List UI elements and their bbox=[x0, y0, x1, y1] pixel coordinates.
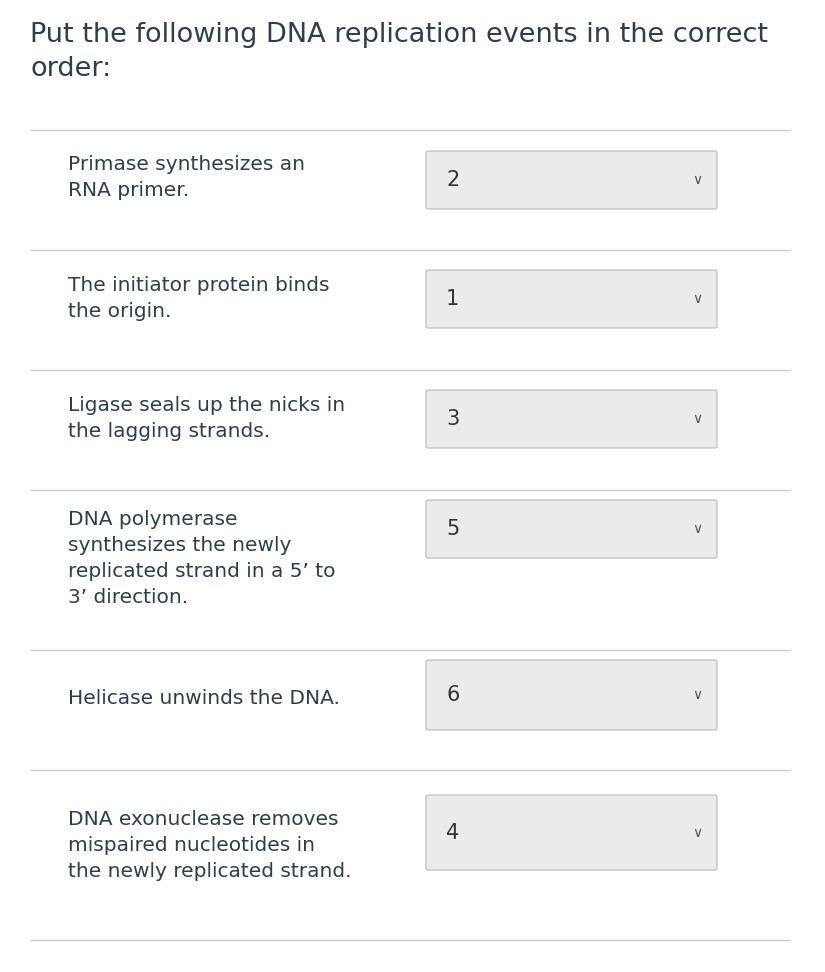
Text: 5: 5 bbox=[446, 519, 460, 539]
Text: ∨: ∨ bbox=[692, 292, 702, 306]
Text: 4: 4 bbox=[446, 822, 460, 843]
FancyBboxPatch shape bbox=[426, 151, 717, 209]
Text: Helicase unwinds the DNA.: Helicase unwinds the DNA. bbox=[68, 688, 340, 708]
Text: the lagging strands.: the lagging strands. bbox=[68, 422, 270, 440]
Text: DNA polymerase: DNA polymerase bbox=[68, 509, 238, 529]
Text: ∨: ∨ bbox=[692, 522, 702, 536]
Text: Put the following DNA replication events in the correct: Put the following DNA replication events… bbox=[30, 22, 768, 48]
Text: mispaired nucleotides in: mispaired nucleotides in bbox=[68, 836, 315, 854]
Text: 3’ direction.: 3’ direction. bbox=[68, 587, 188, 607]
Text: DNA exonuclease removes: DNA exonuclease removes bbox=[68, 810, 338, 828]
Text: ∨: ∨ bbox=[692, 825, 702, 840]
Text: RNA primer.: RNA primer. bbox=[68, 182, 189, 200]
Text: The initiator protein binds: The initiator protein binds bbox=[68, 275, 329, 295]
Text: synthesizes the newly: synthesizes the newly bbox=[68, 536, 291, 554]
FancyBboxPatch shape bbox=[426, 500, 717, 558]
FancyBboxPatch shape bbox=[426, 795, 717, 870]
FancyBboxPatch shape bbox=[426, 660, 717, 730]
Text: ∨: ∨ bbox=[692, 688, 702, 702]
FancyBboxPatch shape bbox=[426, 270, 717, 328]
Text: replicated strand in a 5’ to: replicated strand in a 5’ to bbox=[68, 562, 336, 580]
Text: ∨: ∨ bbox=[692, 173, 702, 187]
Text: 2: 2 bbox=[446, 170, 460, 190]
Text: 6: 6 bbox=[446, 685, 460, 705]
Text: Primase synthesizes an: Primase synthesizes an bbox=[68, 156, 305, 175]
Text: ∨: ∨ bbox=[692, 412, 702, 426]
Text: the origin.: the origin. bbox=[68, 301, 172, 321]
Text: Ligase seals up the nicks in: Ligase seals up the nicks in bbox=[68, 396, 345, 414]
Text: 3: 3 bbox=[446, 409, 460, 429]
Text: the newly replicated strand.: the newly replicated strand. bbox=[68, 861, 351, 881]
Text: 1: 1 bbox=[446, 289, 460, 309]
FancyBboxPatch shape bbox=[426, 390, 717, 448]
Text: order:: order: bbox=[30, 56, 111, 82]
